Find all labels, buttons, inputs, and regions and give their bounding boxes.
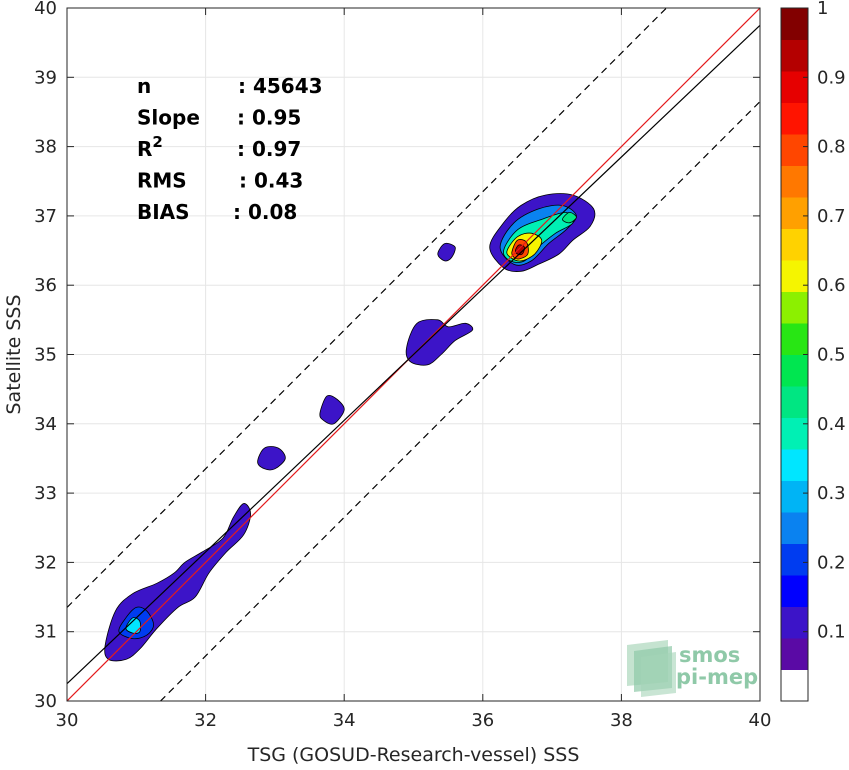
colorbar-tick-label: 0.7 [817,206,846,227]
y-tick-label: 32 [34,552,57,573]
colorbar-bin [781,480,808,513]
colorbar-bin [781,417,808,450]
stat-value: : 0.97 [237,137,301,161]
colorbar-bin [781,575,808,607]
reference-lines [67,8,760,701]
stat-label-text: n [137,74,151,98]
grid [67,8,760,701]
y-tick-label: 36 [34,275,57,296]
colorbar-bin [781,165,808,198]
stat-value: : 0.95 [237,106,301,130]
stat-label: Slope [137,106,200,130]
colorbar-tick-label: 0.4 [817,414,846,435]
colorbar-tick-label: 0.3 [817,483,846,504]
colorbar-bin [781,197,808,229]
stat-label: R2 [137,133,163,161]
stat-label-text: Slope [137,106,200,130]
logo-icon [627,640,676,697]
colorbar-bin [781,543,808,576]
regression-line [67,24,760,685]
x-axis-label: TSG (GOSUD-Research-vessel) SSS [247,744,580,766]
colorbar-bin [781,354,808,387]
colorbar-bin [781,386,808,418]
colorbar-bin [781,8,808,40]
stat-value: : 45643 [238,74,323,98]
y-tick-label: 35 [34,345,57,366]
colorbar-tick-label: 0.8 [817,137,846,158]
y-tick-label: 39 [34,67,57,88]
colorbar-bin [781,449,808,481]
stat-value: : 0.08 [233,200,297,224]
x-tick-label: 32 [194,710,217,731]
y-tick-label: 37 [34,206,57,227]
density-contours [104,193,596,662]
colorbar: 0.1 0.2 0.3 0.4 0.5 0.6 0.7 0.8 0.9 1 [780,0,846,702]
smos-pimep-logo: smos pi-mep [627,640,758,697]
density-contour-4 [319,394,345,425]
colorbar-bin [781,638,808,670]
stat-value: : 0.43 [239,169,303,193]
x-tick-label: 30 [56,710,79,731]
x-tick-label: 38 [610,710,633,731]
colorbar-bin [781,102,808,135]
y-tick-label: 40 [34,0,57,19]
colorbar-bin [781,669,808,702]
colorbar-bin [781,291,808,324]
colorbar-bin [781,606,808,639]
x-tick-label: 40 [749,710,772,731]
x-tick-label: 36 [471,710,494,731]
axis-ticks: 30 32 34 36 38 40 30 31 32 33 34 35 36 37 38 39 40 [34,0,771,731]
stat-label: BIAS [137,200,190,224]
lower-bound-line [159,101,760,701]
stat-label-text: RMS [137,169,187,193]
colorbar-bin [781,260,808,292]
colorbar-bin [781,228,808,261]
stat-label: n [137,74,151,98]
colorbar-bin [781,512,808,544]
density-contour-11 [562,211,577,224]
colorbar-bin [781,71,808,103]
y-tick-label: 33 [34,483,57,504]
y-tick-label: 31 [34,622,57,643]
stats-box: n : 45643 Slope : 0.95 R2 : 0.97 RMS : 0.43 BIAS… [137,74,323,224]
stat-label-text: BIAS [137,200,190,224]
y-tick-label: 34 [34,414,57,435]
colorbar-tick-label: 0.9 [817,67,846,88]
y-tick-label: 38 [34,137,57,158]
colorbar-bin [781,134,808,166]
y-axis-label: Satellite SSS [3,294,25,414]
density-contour-5 [405,319,474,366]
density-contour-13 [514,244,525,256]
stat-label-superscript: 2 [152,133,162,151]
density-contour-3 [257,446,286,471]
upper-bound-line [67,8,668,608]
stat-label-text: R [137,137,152,161]
colorbar-bin [781,39,808,72]
colorbar-tick-label: 1 [817,0,828,19]
stat-label: RMS [137,169,187,193]
colorbar-tick-label: 0.5 [817,345,846,366]
colorbar-tick-label: 0.2 [817,552,846,573]
colorbar-bin [781,323,808,355]
colorbar-tick-label: 0.1 [817,622,846,643]
y-tick-label: 30 [34,691,57,712]
logo-line2: pi-mep [676,665,758,689]
density-contour-6 [437,242,456,262]
x-tick-label: 34 [333,710,356,731]
colorbar-tick-label: 0.6 [817,275,846,296]
logo-line1: smos [679,643,740,667]
